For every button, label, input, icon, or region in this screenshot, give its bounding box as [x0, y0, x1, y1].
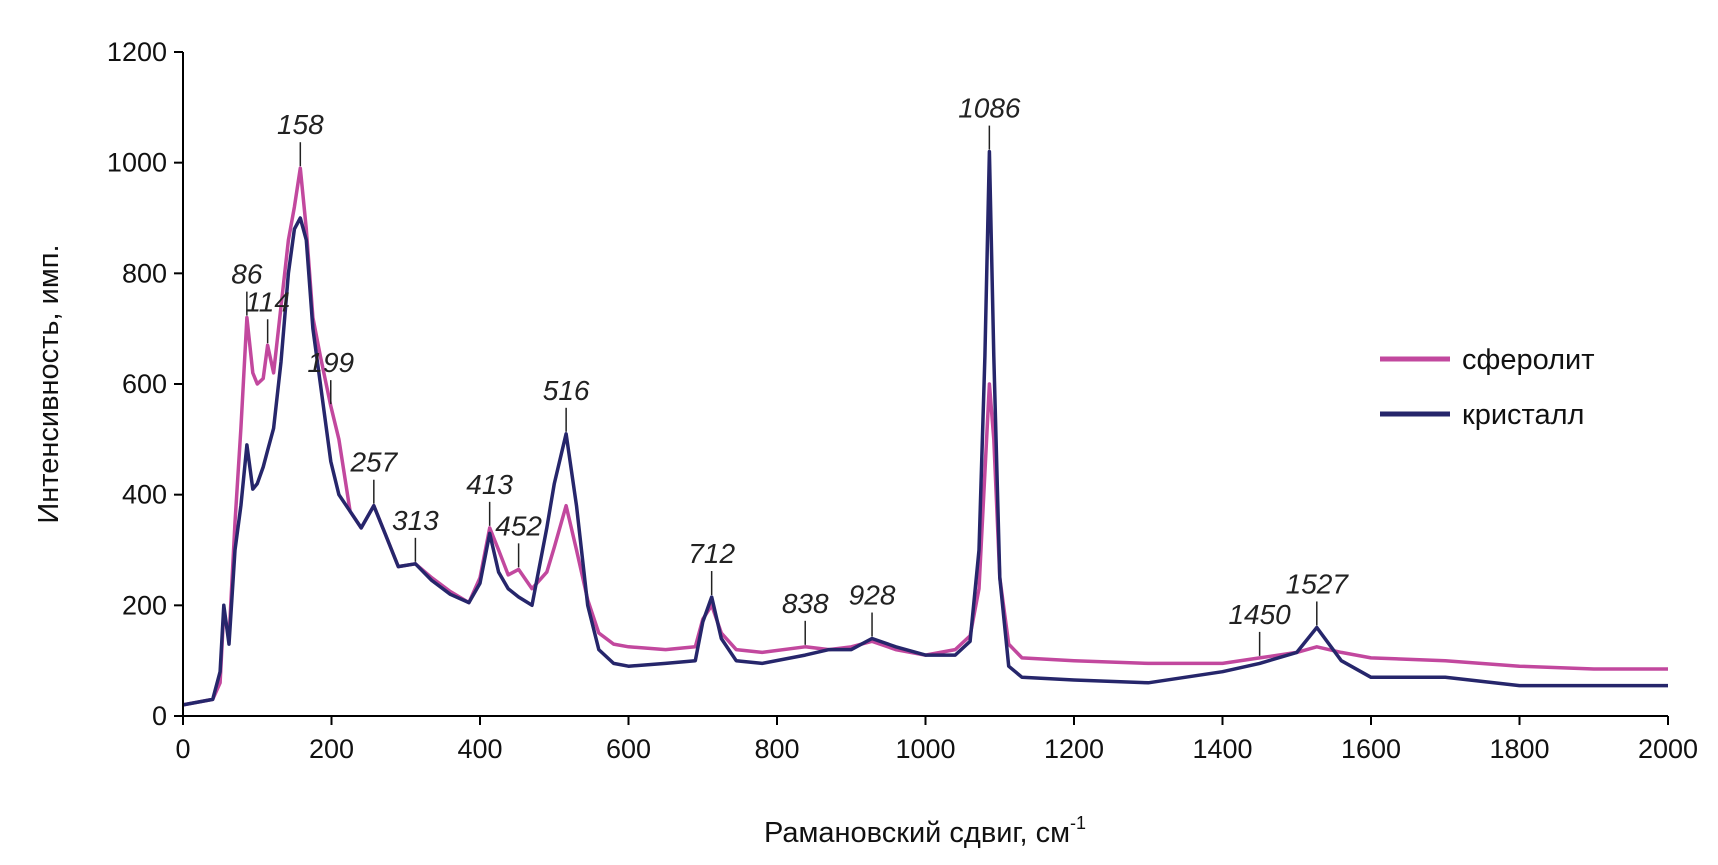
y-tick-label: 600 — [122, 369, 167, 399]
y-axis-ticks: 0 200 400 600 800 1000 1200 — [107, 37, 183, 731]
x-tick-label: 1000 — [895, 734, 955, 764]
x-axis-title: Рамановский сдвиг, см-1 — [764, 813, 1086, 849]
y-tick-label: 800 — [122, 258, 167, 288]
y-tick-label: 1200 — [107, 37, 167, 67]
x-tick-label: 200 — [309, 734, 354, 764]
peak-label: 516 — [543, 375, 590, 406]
series-line-crystal — [182, 149, 1668, 707]
x-tick-label: 400 — [457, 734, 502, 764]
legend-label-spherulite: сферолит — [1462, 344, 1595, 376]
peak-label: 1450 — [1228, 599, 1291, 630]
x-tick-label: 2000 — [1638, 734, 1698, 764]
y-axis-title: Интенсивность, имп. — [33, 244, 65, 523]
x-tick-label: 1600 — [1341, 734, 1401, 764]
peak-label: 257 — [349, 447, 398, 478]
peak-label: 838 — [782, 588, 829, 619]
peak-label: 313 — [392, 505, 439, 536]
peak-label: 413 — [466, 469, 513, 500]
x-tick-label: 1200 — [1044, 734, 1104, 764]
x-tick-label: 800 — [754, 734, 799, 764]
peak-label: 114 — [245, 286, 290, 317]
peak-label: 928 — [849, 580, 896, 611]
y-tick-label: 1000 — [107, 148, 167, 178]
peak-label: 452 — [495, 510, 542, 541]
peak-label: 1086 — [958, 93, 1021, 124]
y-tick-label: 200 — [122, 590, 167, 620]
x-axis-title-superscript: -1 — [1070, 813, 1086, 833]
series-layer — [182, 149, 1668, 707]
y-tick-label: 400 — [122, 480, 167, 510]
peak-label: 712 — [688, 538, 735, 569]
peak-label: 199 — [307, 347, 354, 378]
peak-label: 158 — [277, 109, 324, 140]
x-tick-label: 0 — [175, 734, 190, 764]
x-tick-label: 1400 — [1192, 734, 1252, 764]
peak-label: 1527 — [1286, 568, 1350, 599]
x-axis-title-text: Рамановский сдвиг, см — [764, 817, 1070, 849]
y-tick-label: 0 — [152, 701, 167, 731]
x-tick-label: 600 — [606, 734, 651, 764]
legend-label-crystal: кристалл — [1462, 399, 1584, 431]
series-line-spherulite — [182, 166, 1668, 707]
peak-label: 86 — [231, 259, 263, 290]
legend: сферолит кристалл — [1380, 344, 1595, 431]
x-tick-label: 1800 — [1489, 734, 1549, 764]
x-axis-ticks: 0 200 400 600 800 1000 1200 1400 1600 1800 2000 — [175, 716, 1698, 764]
